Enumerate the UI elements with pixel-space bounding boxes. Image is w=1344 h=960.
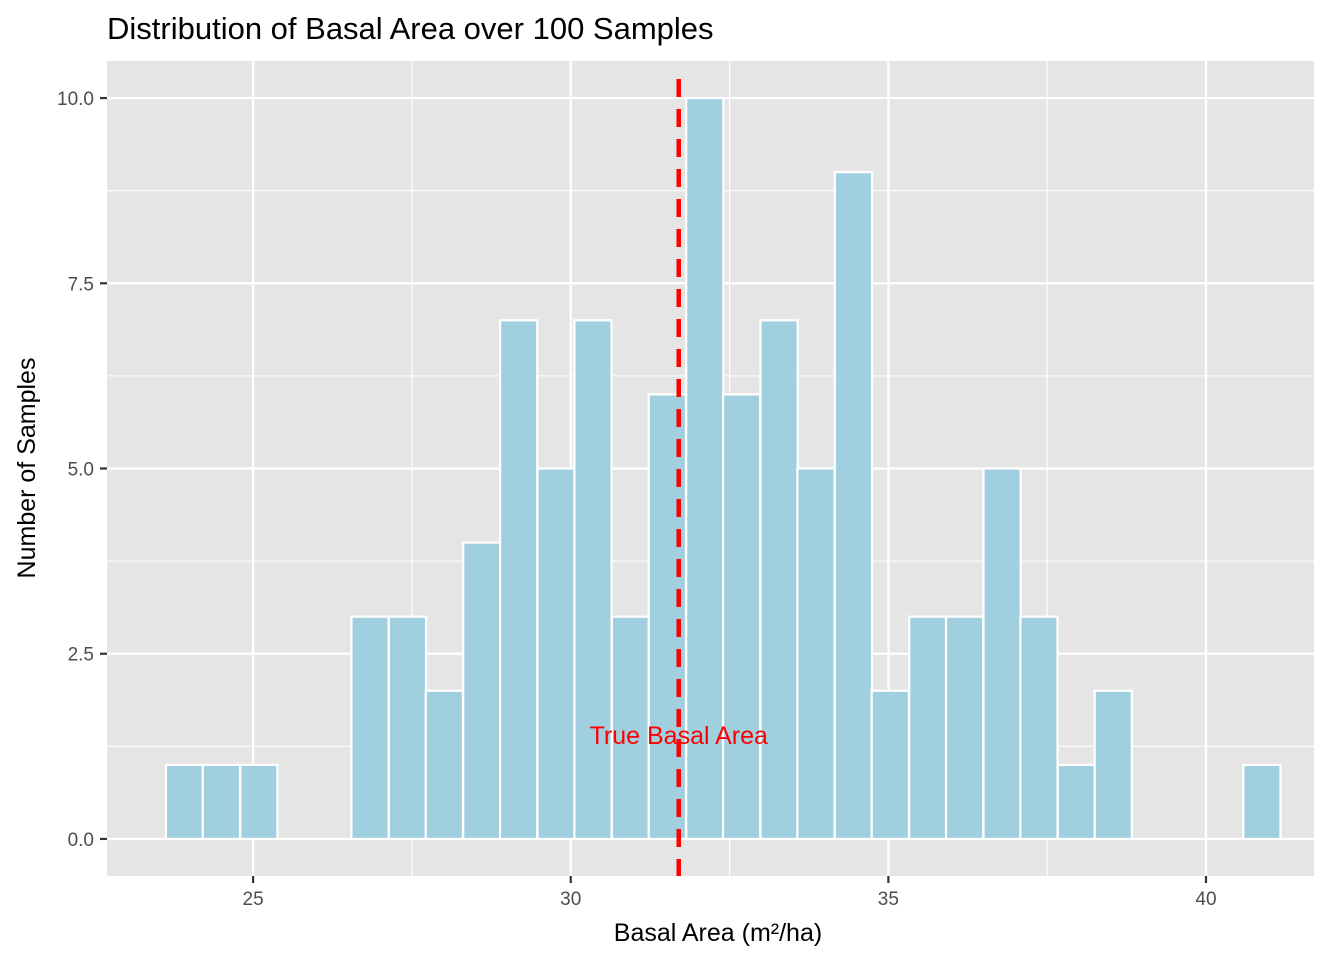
histogram-bar [201, 763, 242, 841]
histogram-bar [982, 467, 1022, 841]
histogram-bar [796, 467, 836, 841]
histogram-bar [573, 319, 613, 841]
histogram-bar [1019, 615, 1059, 841]
histogram-bar [239, 763, 279, 841]
histogram-bar [944, 615, 985, 841]
histogram-bar [833, 171, 874, 841]
x-tick-label: 40 [1195, 889, 1216, 910]
x-tick-label: 35 [878, 889, 899, 910]
histogram-bar [536, 467, 576, 841]
x-axis: 25 30 35 40 [243, 876, 1217, 910]
y-tick-label: 0.0 [68, 830, 94, 851]
y-tick-label: 2.5 [68, 645, 94, 666]
histogram-bar [610, 615, 651, 841]
histogram-bar [498, 319, 539, 841]
chart-title: Distribution of Basal Area over 100 Samp… [107, 11, 714, 46]
histogram-bar [870, 689, 910, 841]
y-tick-label: 5.0 [68, 460, 94, 481]
true-basal-area-label: True Basal Area [590, 722, 768, 750]
histogram-bar [908, 615, 948, 841]
y-axis-title: Number of Samples [13, 358, 41, 579]
histogram-bar [350, 615, 390, 841]
y-axis: 0.0 2.5 5.0 7.5 10.0 [57, 89, 107, 851]
y-tick-label: 10.0 [57, 89, 94, 110]
histogram-bar [462, 541, 502, 841]
x-axis-title: Basal Area (m²/ha) [614, 919, 822, 947]
x-tick-label: 25 [243, 889, 264, 910]
y-tick-label: 7.5 [68, 274, 94, 295]
histogram-bar [759, 319, 799, 841]
histogram-bar [1242, 763, 1282, 841]
histogram-bars [164, 96, 1282, 841]
histogram-bar [1093, 689, 1133, 841]
histogram-bar [424, 689, 465, 841]
x-tick-label: 30 [560, 889, 581, 910]
histogram-bar [387, 615, 428, 841]
histogram-bar [721, 393, 762, 841]
histogram-bar [164, 763, 205, 841]
histogram-bar [1056, 763, 1097, 841]
